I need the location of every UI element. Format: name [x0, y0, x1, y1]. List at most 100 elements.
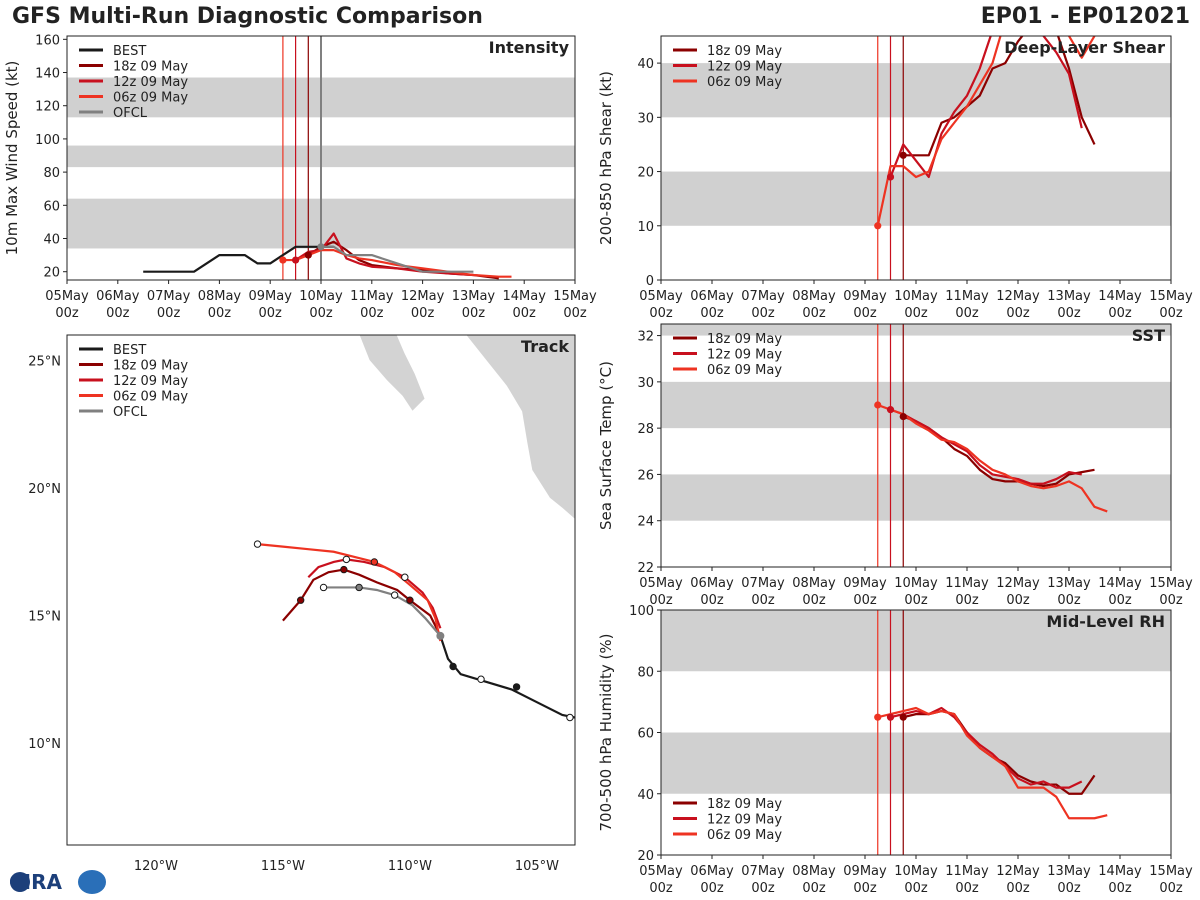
panel-shear: 0 10 20 30 40 05May 00z 06May 00z 07May 00z 08May 00… [597, 35, 1193, 321]
xtick-label-date: 12May [996, 864, 1040, 879]
xtick-label-hour: 00z [360, 306, 384, 321]
xtick-label-date: 10May [894, 289, 938, 304]
xtick-label-date: 15May [1149, 576, 1193, 591]
xtick-label-hour: 00z [802, 593, 826, 608]
xtick-label-date: 15May [1149, 864, 1193, 879]
xtick-label-date: 15May [1149, 289, 1193, 304]
panel-title-track: Track [521, 337, 569, 356]
legend-label-06z-09-may: 06z 09 May [707, 75, 782, 90]
cira-logo: CIRA [9, 870, 106, 894]
track-xtick-label: 110°W [388, 859, 432, 874]
ytick-label: 0 [646, 274, 654, 289]
ytick-label: 32 [637, 330, 654, 345]
plot-area-sst [661, 324, 1171, 567]
legend-label-best: BEST [113, 44, 146, 59]
legend-label-06z-09-may: 06z 09 May [707, 828, 782, 843]
xtick-label-date: 06May [690, 576, 734, 591]
track-point-best-3 [477, 675, 485, 683]
ytick-label: 22 [637, 561, 654, 576]
track-ytick-label: 25°N [28, 355, 61, 370]
panel-frame [66, 334, 576, 846]
track-point-ofcl-14 [355, 583, 363, 592]
xtick-label-hour: 00z [1108, 881, 1132, 896]
xtick-label-hour: 00z [802, 881, 826, 896]
track-point-best-2 [512, 683, 521, 691]
track-xtick-label: 120°W [134, 859, 178, 874]
xtick-label-date: 11May [350, 289, 394, 304]
xtick-label-hour: 00z [955, 593, 979, 608]
series-start-marker-06z-09-may [874, 713, 882, 721]
shade-band-1 [661, 732, 1171, 794]
ytick-label: 60 [43, 199, 60, 214]
legend-label-18z-09-may: 18z 09 May [707, 797, 782, 812]
xtick-label-date: 07May [741, 576, 785, 591]
series-line-best [143, 245, 334, 273]
ytick-label: 60 [637, 727, 654, 742]
series-start-marker-06z-09-may [874, 222, 882, 230]
legend-label-12z-09-may: 12z 09 May [113, 75, 188, 90]
xtick-label-hour: 00z [1006, 306, 1030, 321]
xtick-label-date: 09May [843, 576, 887, 591]
ytick-label: 30 [637, 111, 654, 126]
xtick-label-date: 05May [45, 289, 89, 304]
xtick-label-hour: 00z [904, 306, 928, 321]
xtick-label-hour: 00z [955, 306, 979, 321]
plot-area-shear [661, 36, 1171, 280]
panel-title-shear: Deep-Layer Shear [1004, 38, 1165, 57]
xtick-label-date: 13May [1047, 576, 1091, 591]
panel-frame [66, 35, 576, 281]
xtick-label-hour: 00z [904, 593, 928, 608]
xtick-label-hour: 00z [157, 306, 181, 321]
xtick-label-date: 10May [894, 576, 938, 591]
land-mass-1 [358, 335, 426, 413]
xtick-label-hour: 00z [853, 306, 877, 321]
ytick-label: 40 [43, 233, 60, 248]
track-point-18z-09-may-8 [296, 596, 305, 604]
xtick-label-date: 11May [945, 576, 989, 591]
xtick-label-date: 10May [894, 864, 938, 879]
xtick-label-hour: 00z [411, 306, 435, 321]
xtick-label-hour: 00z [700, 881, 724, 896]
xtick-label-hour: 00z [904, 881, 928, 896]
track-ytick-label: 15°N [28, 610, 61, 625]
legend-label-18z-09-may: 18z 09 May [707, 332, 782, 347]
ytick-label: 28 [637, 422, 654, 437]
series-line-12z-09-may [890, 706, 1083, 789]
series-start-marker-12z-09-may [886, 713, 895, 721]
xtick-label-hour: 00z [309, 306, 333, 321]
xtick-label-date: 07May [741, 864, 785, 879]
cira-logo-globe-icon [10, 872, 30, 892]
xtick-label-hour: 00z [649, 306, 673, 321]
xtick-label-date: 07May [147, 289, 191, 304]
xtick-label-hour: 00z [462, 306, 486, 321]
xtick-label-hour: 00z [1006, 593, 1030, 608]
series-start-marker-12z-09-may [886, 173, 895, 181]
panel-title-sst: SST [1132, 326, 1165, 345]
track-point-best-4 [449, 662, 457, 671]
ytick-label: 160 [35, 33, 60, 48]
ytick-label: 100 [35, 133, 60, 148]
series-line-12z-09-may [890, 408, 1082, 485]
xtick-label-date: 09May [843, 289, 887, 304]
xtick-label-date: 08May [198, 289, 242, 304]
panel-frame [660, 323, 1172, 568]
xtick-label-date: 05May [639, 289, 683, 304]
ytick-label: 20 [637, 849, 654, 864]
ytick-label: 10 [637, 220, 654, 235]
xtick-label-hour: 00z [955, 881, 979, 896]
xtick-label-hour: 00z [700, 593, 724, 608]
ytick-label: 26 [637, 468, 654, 483]
legend-label-06z-09-may: 06z 09 May [113, 91, 188, 106]
track-xtick-label: 115°W [261, 859, 305, 874]
track-point-best-1 [566, 713, 574, 722]
track-line-best [439, 635, 575, 719]
ylabel-intensity: 10m Max Wind Speed (kt) [3, 61, 21, 256]
ytick-label: 120 [35, 100, 60, 115]
xtick-label-hour: 00z [1108, 593, 1132, 608]
ytick-label: 24 [637, 515, 654, 530]
legend-label-12z-09-may: 12z 09 May [707, 348, 782, 363]
xtick-label-date: 14May [1098, 576, 1142, 591]
ytick-label: 20 [637, 166, 654, 181]
